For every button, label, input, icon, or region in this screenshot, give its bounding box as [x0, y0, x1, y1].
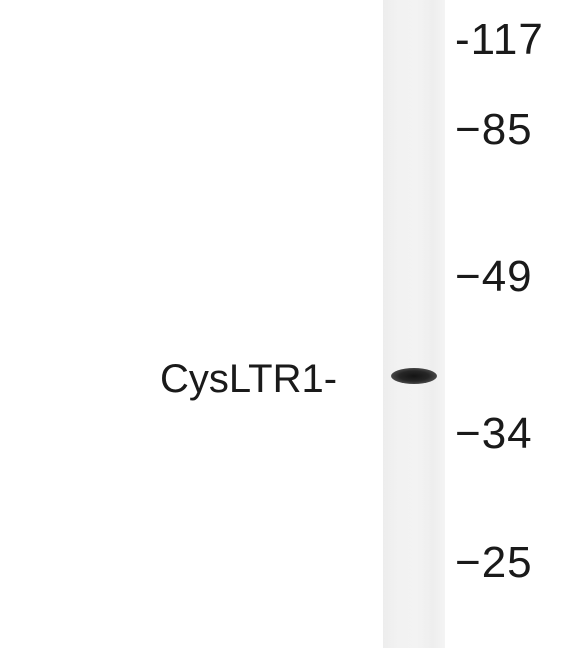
blot-lane	[383, 0, 445, 648]
band-label: CysLTR1-	[160, 357, 338, 401]
protein-band	[391, 368, 437, 384]
marker-117: -117	[455, 15, 544, 64]
marker-25: −25	[455, 538, 533, 587]
marker-34: −34	[455, 409, 533, 458]
marker-85: −85	[455, 105, 533, 154]
marker-49: −49	[455, 252, 533, 301]
